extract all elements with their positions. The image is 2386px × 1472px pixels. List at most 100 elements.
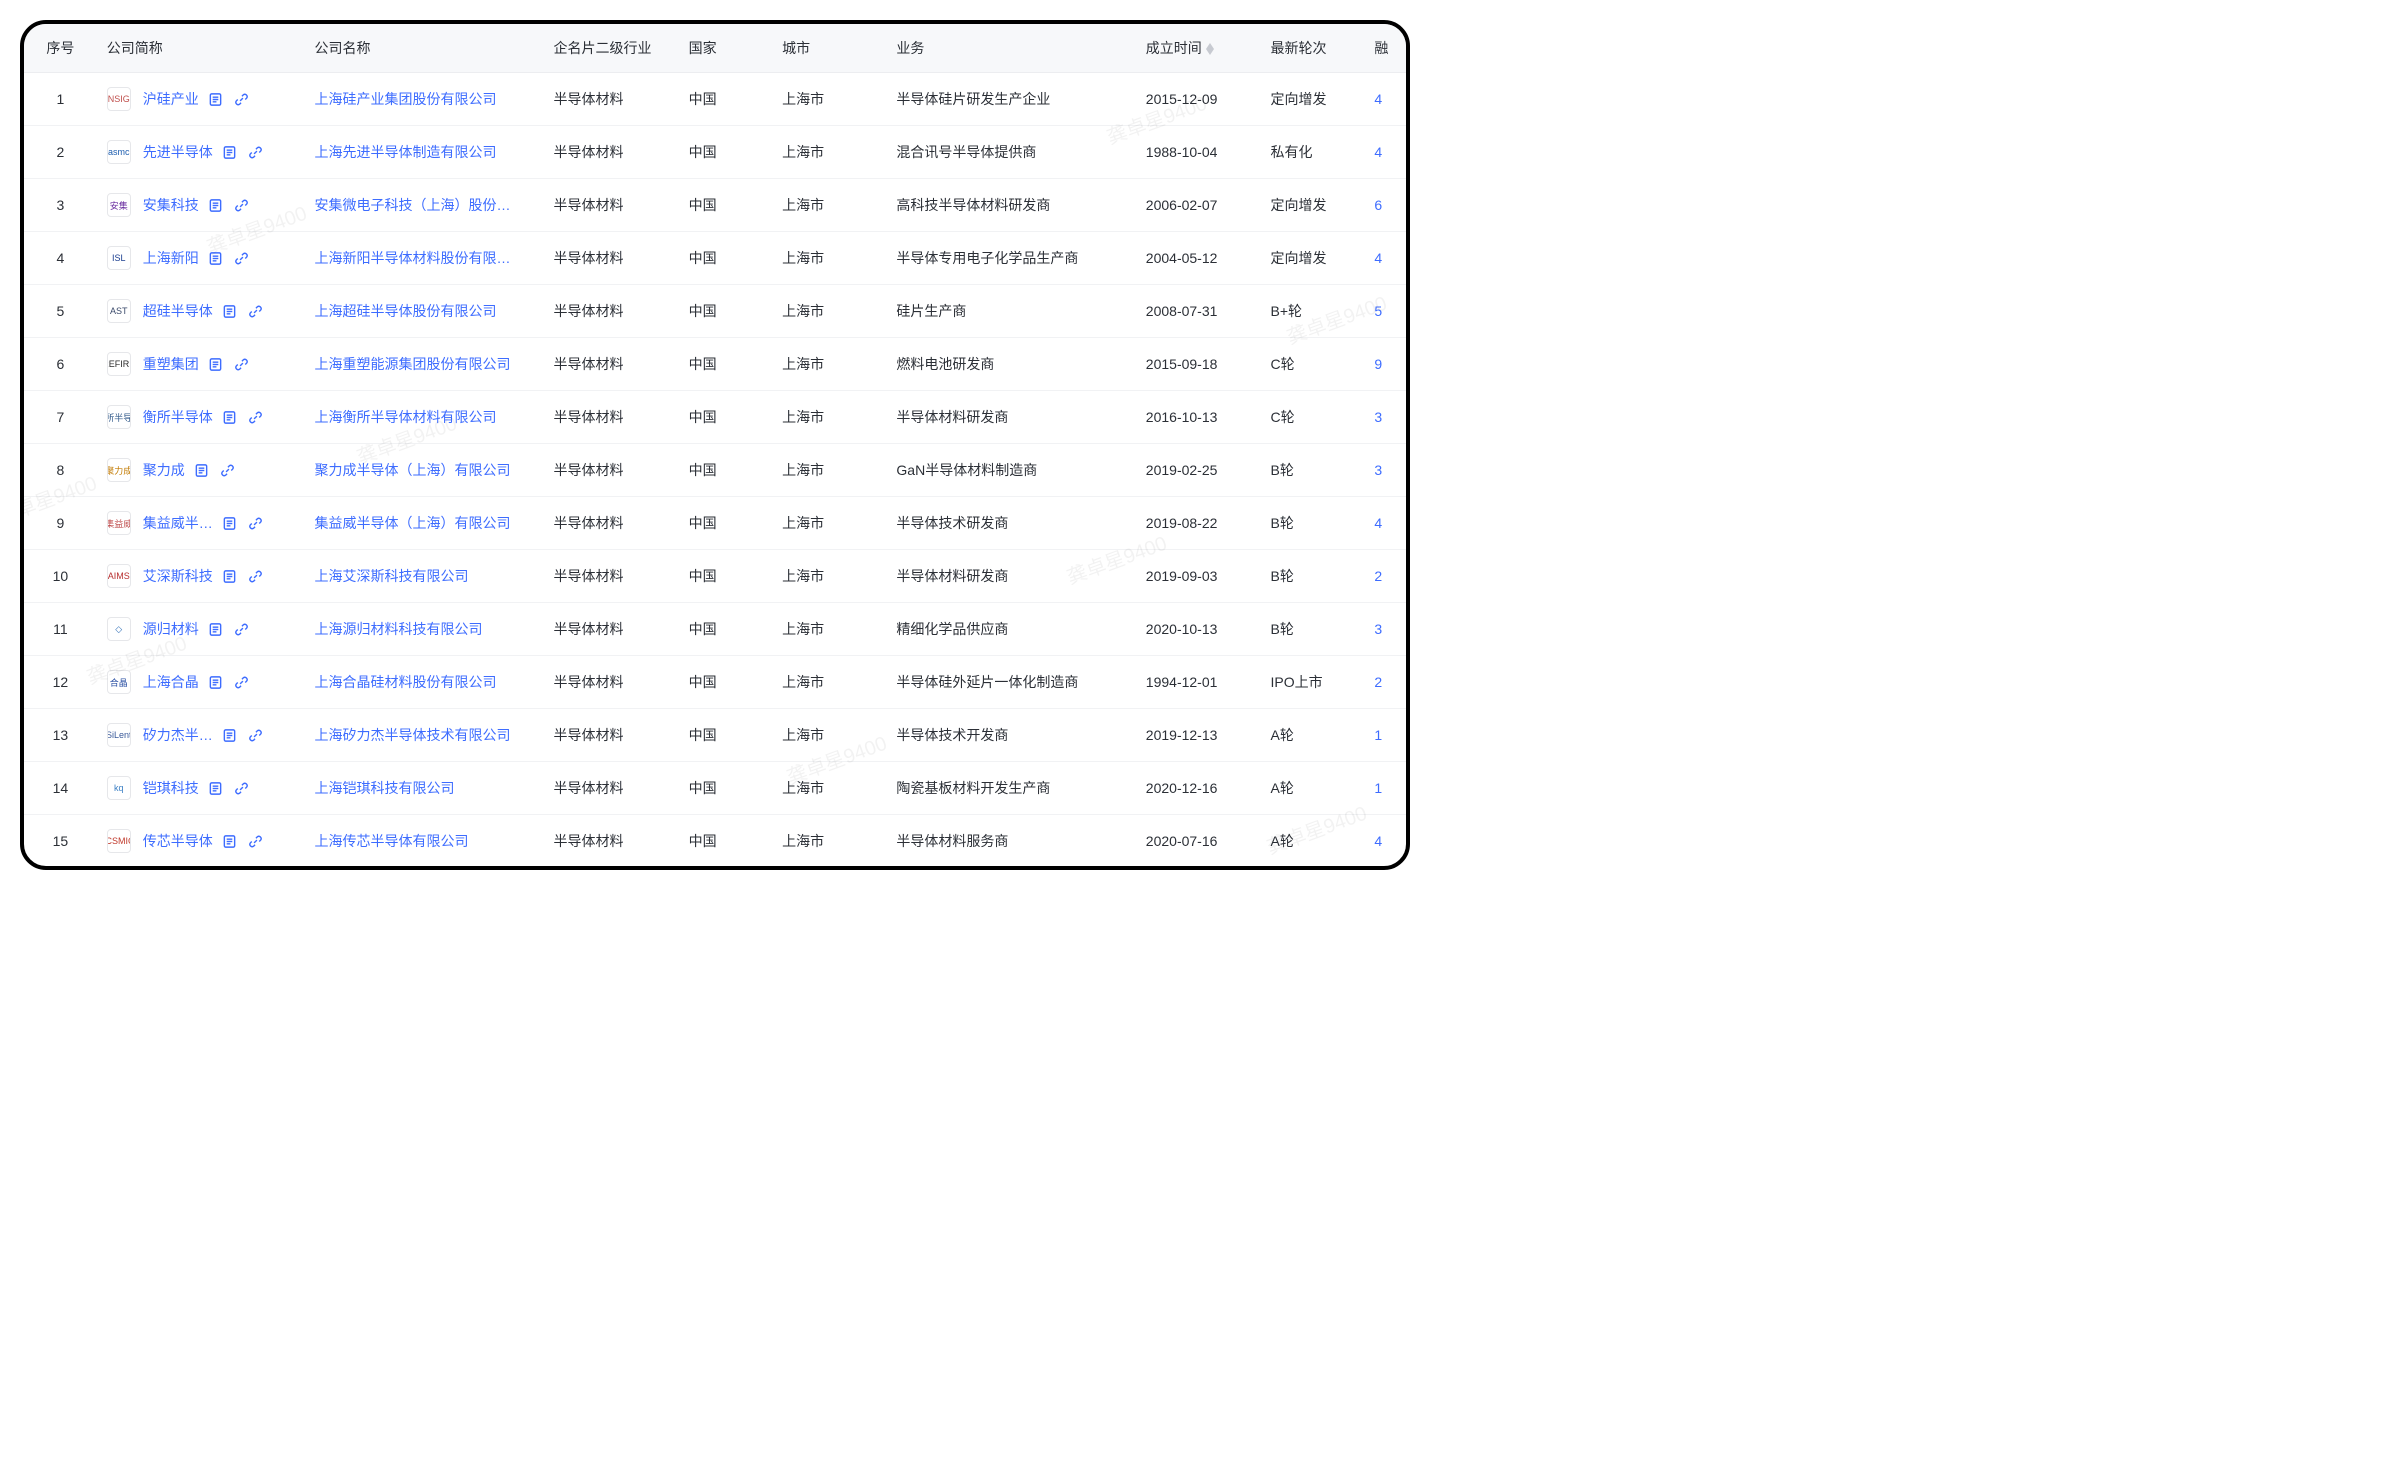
company-full-link[interactable]: 上海艾深斯科技有限公司 <box>305 550 544 603</box>
doc-icon[interactable] <box>207 355 225 373</box>
doc-icon[interactable] <box>221 832 239 850</box>
cell-financing-count[interactable]: 6 <box>1364 179 1406 232</box>
company-short-link[interactable]: 上海合晶 <box>143 672 199 692</box>
company-short-link[interactable]: 传芯半导体 <box>143 831 213 851</box>
cell-short: ◇ 源归材料 <box>97 603 305 656</box>
company-full-link[interactable]: 上海铠琪科技有限公司 <box>305 762 544 815</box>
cell-financing-count[interactable]: 4 <box>1364 73 1406 126</box>
doc-icon[interactable] <box>207 673 225 691</box>
doc-icon[interactable] <box>221 408 239 426</box>
company-short-link[interactable]: 源归材料 <box>143 619 199 639</box>
company-short-link[interactable]: 艾深斯科技 <box>143 566 213 586</box>
cell-country: 中国 <box>679 709 773 762</box>
doc-icon[interactable] <box>221 514 239 532</box>
company-full-link[interactable]: 上海新阳半导体材料股份有限… <box>305 232 544 285</box>
cell-industry: 半导体材料 <box>544 603 679 656</box>
cell-industry: 半导体材料 <box>544 815 679 867</box>
company-full-link[interactable]: 上海传芯半导体有限公司 <box>305 815 544 867</box>
link-icon[interactable] <box>233 355 251 373</box>
cell-date: 2006-02-07 <box>1136 179 1261 232</box>
link-icon[interactable] <box>247 567 265 585</box>
col-header-country: 国家 <box>679 24 773 73</box>
doc-icon[interactable] <box>193 461 211 479</box>
col-header-date[interactable]: 成立时间 <box>1136 24 1261 73</box>
cell-financing-count[interactable]: 4 <box>1364 815 1406 867</box>
cell-idx: 5 <box>24 285 97 338</box>
company-full-link[interactable]: 聚力成半导体（上海）有限公司 <box>305 444 544 497</box>
company-logo: ◇ <box>107 617 131 641</box>
company-short-link[interactable]: 超硅半导体 <box>143 301 213 321</box>
cell-financing-count[interactable]: 4 <box>1364 126 1406 179</box>
cell-financing-count[interactable]: 1 <box>1364 762 1406 815</box>
doc-icon[interactable] <box>221 567 239 585</box>
company-short-link[interactable]: 沪硅产业 <box>143 89 199 109</box>
company-full-link[interactable]: 上海衡所半导体材料有限公司 <box>305 391 544 444</box>
company-short-link[interactable]: 矽力杰半… <box>143 725 213 745</box>
company-short-link[interactable]: 衡所半导体 <box>143 407 213 427</box>
doc-icon[interactable] <box>221 143 239 161</box>
company-short-link[interactable]: 铠琪科技 <box>143 778 199 798</box>
link-icon[interactable] <box>247 514 265 532</box>
cell-country: 中国 <box>679 232 773 285</box>
link-icon[interactable] <box>233 249 251 267</box>
link-icon[interactable] <box>233 673 251 691</box>
cell-idx: 15 <box>24 815 97 867</box>
cell-financing-count[interactable]: 3 <box>1364 603 1406 656</box>
cell-idx: 12 <box>24 656 97 709</box>
company-short-link[interactable]: 重塑集团 <box>143 354 199 374</box>
company-short-link[interactable]: 上海新阳 <box>143 248 199 268</box>
company-short-link[interactable]: 集益威半… <box>143 513 213 533</box>
company-full-link[interactable]: 集益威半导体（上海）有限公司 <box>305 497 544 550</box>
cell-financing-count[interactable]: 3 <box>1364 444 1406 497</box>
cell-round: 定向增发 <box>1260 232 1364 285</box>
doc-icon[interactable] <box>207 779 225 797</box>
doc-icon[interactable] <box>221 726 239 744</box>
link-icon[interactable] <box>247 408 265 426</box>
link-icon[interactable] <box>247 832 265 850</box>
company-short-link[interactable]: 聚力成 <box>143 460 185 480</box>
cell-round: C轮 <box>1260 391 1364 444</box>
link-icon[interactable] <box>247 143 265 161</box>
cell-round: 私有化 <box>1260 126 1364 179</box>
company-full-link[interactable]: 安集微电子科技（上海）股份… <box>305 179 544 232</box>
company-full-link[interactable]: 上海源归材料科技有限公司 <box>305 603 544 656</box>
doc-icon[interactable] <box>221 302 239 320</box>
company-short-link[interactable]: 先进半导体 <box>143 142 213 162</box>
company-full-link[interactable]: 上海硅产业集团股份有限公司 <box>305 73 544 126</box>
link-icon[interactable] <box>247 302 265 320</box>
cell-city: 上海市 <box>772 179 886 232</box>
company-full-link[interactable]: 上海先进半导体制造有限公司 <box>305 126 544 179</box>
sort-icon[interactable] <box>1206 43 1214 55</box>
link-icon[interactable] <box>219 461 237 479</box>
company-full-link[interactable]: 上海重塑能源集团股份有限公司 <box>305 338 544 391</box>
link-icon[interactable] <box>233 779 251 797</box>
doc-icon[interactable] <box>207 249 225 267</box>
cell-industry: 半导体材料 <box>544 762 679 815</box>
cell-financing-count[interactable]: 9 <box>1364 338 1406 391</box>
cell-financing-count[interactable]: 2 <box>1364 656 1406 709</box>
company-full-link[interactable]: 上海矽力杰半导体技术有限公司 <box>305 709 544 762</box>
link-icon[interactable] <box>247 726 265 744</box>
doc-icon[interactable] <box>207 620 225 638</box>
cell-financing-count[interactable]: 5 <box>1364 285 1406 338</box>
cell-round: A轮 <box>1260 815 1364 867</box>
cell-business: 半导体材料研发商 <box>886 391 1135 444</box>
company-full-link[interactable]: 上海合晶硅材料股份有限公司 <box>305 656 544 709</box>
company-logo: AIMS <box>107 564 131 588</box>
company-logo: NSIG <box>107 87 131 111</box>
cell-country: 中国 <box>679 391 773 444</box>
doc-icon[interactable] <box>207 196 225 214</box>
cell-financing-count[interactable]: 3 <box>1364 391 1406 444</box>
cell-financing-count[interactable]: 1 <box>1364 709 1406 762</box>
link-icon[interactable] <box>233 620 251 638</box>
cell-financing-count[interactable]: 4 <box>1364 232 1406 285</box>
doc-icon[interactable] <box>207 90 225 108</box>
company-full-link[interactable]: 上海超硅半导体股份有限公司 <box>305 285 544 338</box>
company-short-link[interactable]: 安集科技 <box>143 195 199 215</box>
cell-financing-count[interactable]: 4 <box>1364 497 1406 550</box>
link-icon[interactable] <box>233 196 251 214</box>
cell-date: 2019-08-22 <box>1136 497 1261 550</box>
cell-financing-count[interactable]: 2 <box>1364 550 1406 603</box>
cell-country: 中国 <box>679 656 773 709</box>
link-icon[interactable] <box>233 90 251 108</box>
